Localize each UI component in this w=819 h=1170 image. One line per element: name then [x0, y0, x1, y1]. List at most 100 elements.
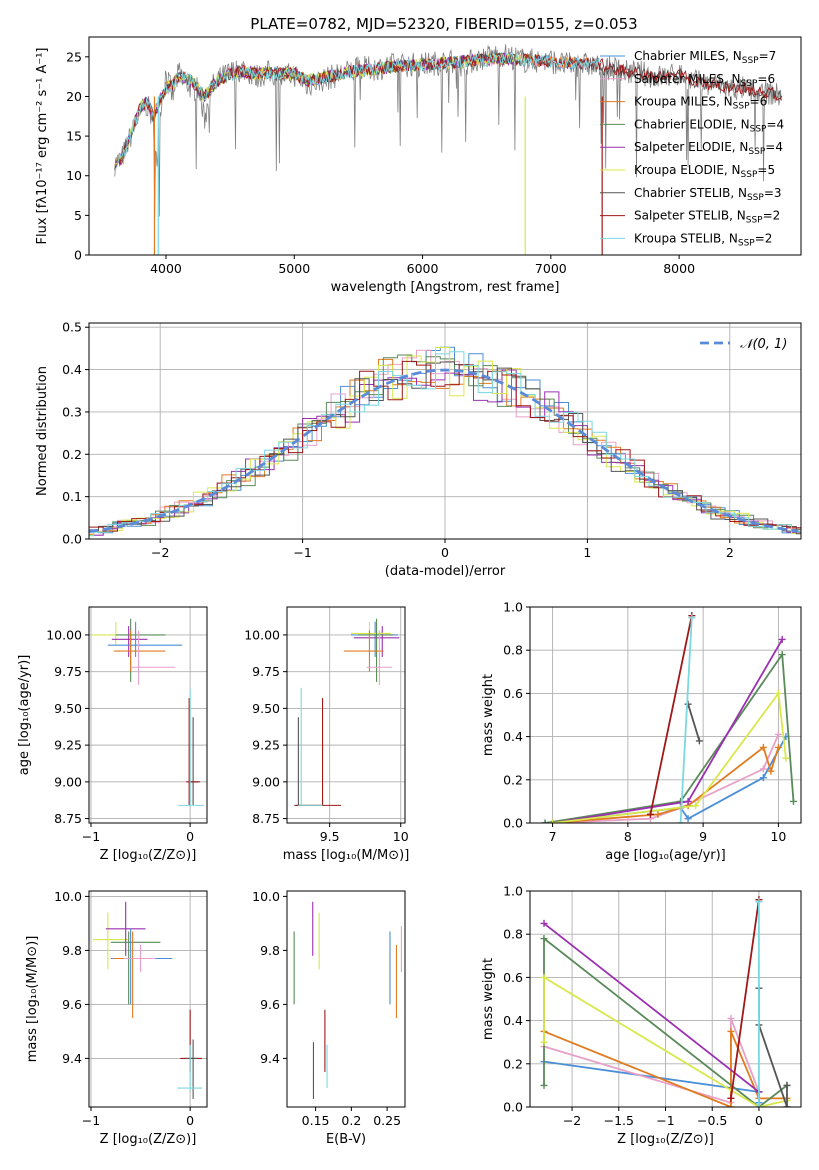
errorbar-salpeter_stelib	[295, 698, 342, 806]
errorbar-kroupa_stelib	[177, 1044, 203, 1091]
x-axis-label: mass [log₁₀(M/M⊙)]	[283, 848, 410, 863]
x-tick-label: 4000	[150, 261, 182, 276]
legend-label-suffix: =4	[766, 117, 784, 131]
legend-label-subscript: SSP	[733, 102, 750, 112]
y-tick-label: 9.00	[54, 774, 82, 789]
model-line-chabrier_elodie	[114, 51, 526, 171]
y-tick-label: 10.0	[252, 889, 280, 904]
legend-label-suffix: =7	[759, 49, 777, 63]
series-line-salpeter_stelib	[730, 899, 760, 1099]
legend-label: Chabrier STELIB, NSSP=3	[634, 186, 782, 203]
series-marker-kroupa_stelib	[677, 819, 685, 823]
model-line-kroupa_stelib	[114, 53, 603, 171]
axes-frame	[88, 36, 802, 256]
series-line-kroupa_elodie	[552, 691, 787, 823]
legend-label-subscript: SSP	[748, 147, 765, 157]
y-tick-label: 1.0	[503, 884, 523, 899]
grid-lines	[287, 607, 405, 823]
grid-lines	[530, 606, 801, 824]
legend-label: Salpeter STELIB, NSSP=2	[634, 209, 780, 226]
y-tick-label: 9.25	[252, 738, 280, 753]
y-tick-label: 10	[66, 168, 82, 183]
x-tick-label: 0.2	[341, 1113, 361, 1128]
y-tick-label: 0.8	[503, 643, 523, 658]
x-tick-label: 0	[441, 545, 449, 560]
y-tick-label: 10.00	[46, 627, 82, 642]
y-tick-label: 0.6	[503, 686, 523, 701]
x-tick-label: −1	[82, 829, 100, 844]
x-tick-label: 0	[186, 829, 194, 844]
y-tick-label: 0.4	[503, 729, 523, 744]
legend-label-subscript: SSP	[741, 170, 758, 180]
legend-label-text: Chabrier MILES, N	[634, 49, 742, 63]
y-tick-label: 10.00	[244, 627, 280, 642]
series-marker-chabrier_stelib	[783, 1103, 791, 1107]
legend-label-text: Salpeter STELIB, N	[634, 209, 746, 223]
y-axis-label: age [log₁₀(age/yr)]	[17, 655, 32, 776]
y-tick-label: 9.25	[54, 738, 82, 753]
y-tick-label: 9.75	[252, 664, 280, 679]
x-axis-label: wavelength [Angstrom, rest frame]	[331, 280, 560, 295]
legend-label-text: Kroupa MILES, N	[634, 95, 733, 109]
y-tick-label: 5	[74, 208, 82, 223]
legend-label-text: Salpeter MILES, N	[634, 72, 741, 86]
legend-label-subscript: SSP	[750, 124, 767, 134]
plot-content	[293, 901, 402, 1099]
grid-lines	[89, 891, 207, 1107]
plot-content	[294, 618, 400, 806]
errorbar-salpeter_miles	[130, 630, 176, 685]
x-tick-label: 0.25	[373, 1113, 401, 1128]
series-marker-chabrier_miles	[684, 815, 692, 823]
legend-label-suffix: =4	[765, 140, 783, 154]
legend-label-text: Kroupa ELODIE, N	[634, 163, 741, 177]
errorbar-kroupa_stelib	[178, 689, 205, 806]
normal-curve	[89, 368, 799, 533]
x-tick-label: 10	[393, 829, 409, 844]
x-tick-label: −2	[563, 1113, 581, 1128]
y-tick-label: 0.4	[503, 1013, 523, 1028]
x-tick-label: 0.15	[302, 1113, 330, 1128]
legend-label: Salpeter MILES, NSSP=6	[634, 72, 775, 89]
y-tick-label: 0.2	[503, 1056, 523, 1071]
errorbar-salpeter_stelib	[186, 698, 201, 806]
mass-vs-ebv-panel: 0.15 0.2 0.25 9.4 9.6 9.8 10.0 E(B-V)	[252, 889, 406, 1147]
y-tick-label: 9.6	[260, 997, 280, 1012]
plot-content	[89, 346, 801, 537]
errorbar-kroupa_elodie	[90, 621, 121, 646]
y-tick-label: 0.1	[62, 489, 82, 504]
model-line-chabrier_miles	[114, 52, 590, 171]
x-tick-label: 10	[770, 829, 786, 844]
legend-label-suffix: =2	[755, 231, 773, 245]
model-line-salpeter_elodie	[114, 52, 526, 171]
legend-label-subscript: SSP	[741, 79, 758, 89]
errorbar-kroupa_miles	[112, 931, 156, 1018]
x-tick-label: 2	[726, 545, 734, 560]
series-marker-kroupa_elodie	[692, 802, 700, 810]
y-tick-label: 0.4	[62, 362, 82, 377]
series-marker-kroupa_stelib	[755, 1103, 763, 1107]
y-tick-label: 9.50	[252, 701, 280, 716]
series-marker-chabrier_elodie	[778, 651, 786, 659]
y-tick-label: 10.0	[54, 889, 82, 904]
x-tick-label: 5000	[278, 261, 310, 276]
model-line-kroupa_elodie	[114, 52, 526, 171]
histogram-step-salpeter_stelib	[89, 360, 801, 537]
series-line-chabrier_stelib	[687, 703, 701, 742]
series-line-kroupa_elodie	[543, 975, 788, 1107]
errorbar-salpeter_miles	[366, 630, 393, 685]
x-tick-label: −2	[151, 545, 169, 560]
series-line-kroupa_stelib	[679, 617, 693, 823]
axes-frame	[286, 890, 406, 1108]
x-tick-label: 9.5	[320, 829, 340, 844]
x-tick-label: 6000	[407, 261, 439, 276]
y-tick-label: 9.00	[252, 774, 280, 789]
y-tick-label: 1.0	[503, 600, 523, 615]
series-marker-salpeter_elodie	[540, 919, 548, 927]
series-marker-salpeter_elodie	[778, 635, 786, 643]
y-tick-label: 9.50	[54, 701, 82, 716]
legend-label-text: Chabrier STELIB, N	[634, 186, 747, 200]
series-marker-kroupa_elodie	[540, 1038, 548, 1046]
residuals-histogram-panel: −2 −1 0 1 2 0.0 0.1 0.2 0.3 0.4 0.5 (data-model)/er…	[35, 320, 802, 579]
legend-label: Chabrier ELODIE, NSSP=4	[634, 117, 784, 134]
